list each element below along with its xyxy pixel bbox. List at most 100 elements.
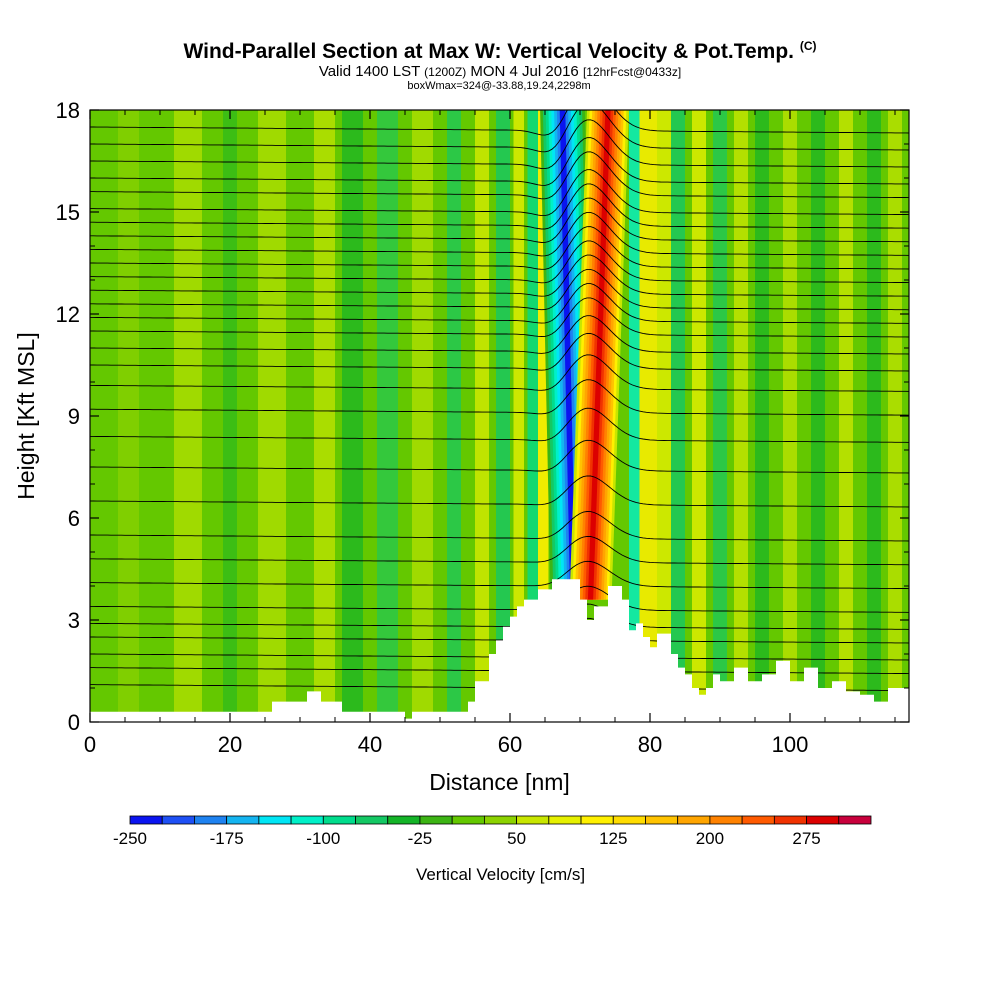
field-band bbox=[118, 110, 139, 722]
isentrope-line bbox=[90, 211, 909, 257]
field-band bbox=[783, 110, 797, 722]
colorbar-swatch bbox=[548, 815, 582, 825]
terrain-profile bbox=[90, 579, 909, 722]
colorbar-label: -175 bbox=[210, 829, 244, 848]
y-tick-label: 9 bbox=[68, 404, 80, 429]
isentrope-line bbox=[90, 511, 909, 542]
isentrope-line bbox=[90, 151, 909, 200]
chart-box-info: boxWmax=324@-33.88,19.24,2298m bbox=[407, 80, 591, 92]
x-tick-label: 20 bbox=[218, 732, 242, 757]
vertical-velocity-field bbox=[90, 110, 909, 722]
isentrope-line bbox=[90, 183, 909, 230]
isentrope-line bbox=[90, 110, 909, 153]
y-tick-label: 0 bbox=[68, 710, 80, 735]
isentrope-line bbox=[90, 226, 909, 270]
field-band bbox=[657, 110, 671, 722]
colorbar-swatch bbox=[451, 815, 485, 825]
colorbar-swatch bbox=[290, 815, 324, 825]
y-tick-label: 18 bbox=[56, 98, 80, 123]
colorbar-swatch bbox=[355, 815, 389, 825]
chart-title: Wind-Parallel Section at Max W: Vertical… bbox=[183, 39, 817, 63]
chart-subtitle: Valid 1400 LST (1200Z) MON 4 Jul 2016 [1… bbox=[318, 63, 682, 80]
field-band bbox=[734, 110, 748, 722]
chart-title-block: Wind-Parallel Section at Max W: Vertical… bbox=[0, 34, 1000, 92]
field-band bbox=[867, 110, 881, 722]
isentrope-line bbox=[90, 268, 909, 311]
isentrope-line bbox=[90, 254, 909, 297]
field-band bbox=[412, 110, 433, 722]
x-tick-label: 60 bbox=[498, 732, 522, 757]
isentrope-line bbox=[90, 475, 909, 508]
colorbar-swatch bbox=[258, 815, 292, 825]
field-band bbox=[174, 110, 202, 722]
x-tick-label: 80 bbox=[638, 732, 662, 757]
field-band bbox=[223, 110, 237, 722]
field-band bbox=[755, 110, 769, 722]
field-band bbox=[496, 110, 510, 722]
isentrope-line bbox=[90, 439, 909, 474]
field-band bbox=[671, 110, 685, 722]
field-band bbox=[639, 110, 657, 722]
isentrope-line bbox=[90, 283, 909, 324]
colorbar-swatch bbox=[677, 815, 711, 825]
x-axis-title: Distance [nm] bbox=[429, 769, 570, 795]
isentrope-line bbox=[90, 407, 909, 443]
colorbar-swatch bbox=[322, 815, 356, 825]
colorbar-label: 125 bbox=[599, 829, 627, 848]
isentrope-line bbox=[90, 197, 909, 243]
colorbar-swatch bbox=[483, 815, 518, 825]
y-tick-label: 6 bbox=[68, 506, 80, 531]
colorbar-swatch bbox=[709, 815, 743, 825]
field-band bbox=[713, 110, 727, 722]
colorbar-label: -250 bbox=[113, 829, 147, 848]
field-band bbox=[538, 110, 549, 722]
colorbar-label: -100 bbox=[306, 829, 340, 848]
field-band bbox=[513, 110, 524, 722]
colorbar-swatch bbox=[516, 815, 550, 825]
field-band bbox=[475, 110, 489, 722]
isentrope-line bbox=[90, 137, 909, 186]
y-tick-label: 3 bbox=[68, 608, 80, 633]
field-band bbox=[888, 110, 902, 722]
colorbar-swatch bbox=[194, 815, 228, 825]
colorbar-swatch bbox=[741, 815, 775, 825]
isentrope-line bbox=[90, 169, 909, 217]
field-band bbox=[314, 110, 335, 722]
field-band bbox=[258, 110, 286, 722]
colorbar-swatch bbox=[612, 815, 646, 825]
isentrope-line bbox=[90, 297, 909, 338]
field-band bbox=[811, 110, 825, 722]
isentrope-line bbox=[90, 603, 909, 630]
colorbar-label: 50 bbox=[507, 829, 526, 848]
isentrope-line bbox=[90, 119, 909, 170]
colorbar-label: -25 bbox=[408, 829, 433, 848]
colorbar: -250 -175 -100 -25 50 125 200 275 bbox=[113, 815, 872, 848]
isentrope-line bbox=[90, 585, 909, 613]
field-band bbox=[629, 110, 640, 722]
y-tick-label: 15 bbox=[56, 200, 80, 225]
field-band bbox=[342, 110, 363, 722]
isentrope-line bbox=[90, 379, 909, 416]
isentrope-line bbox=[90, 354, 909, 392]
colorbar-label: 275 bbox=[792, 829, 820, 848]
field-band bbox=[527, 110, 538, 722]
colorbar-swatch bbox=[129, 815, 163, 825]
field-band bbox=[377, 110, 398, 722]
isentrope-line bbox=[90, 333, 909, 372]
colorbar-swatch bbox=[161, 815, 195, 825]
isentrope-line bbox=[90, 110, 909, 136]
colorbar-label: 200 bbox=[696, 829, 724, 848]
colorbar-swatch bbox=[773, 815, 807, 825]
copyright-mark: (C) bbox=[799, 39, 817, 53]
x-tick-label: 0 bbox=[84, 732, 96, 757]
axes: 0 20 40 60 80 100 0 3 6 9 12 15 18 bbox=[56, 98, 909, 757]
field-band bbox=[447, 110, 461, 722]
colorbar-swatch bbox=[226, 815, 260, 825]
x-tick-label: 40 bbox=[358, 732, 382, 757]
y-tick-label: 12 bbox=[56, 302, 80, 327]
colorbar-swatch bbox=[806, 815, 840, 825]
isentrope-line bbox=[90, 617, 909, 644]
isentrope-line bbox=[90, 535, 909, 566]
downdraft-core bbox=[559, 110, 576, 600]
